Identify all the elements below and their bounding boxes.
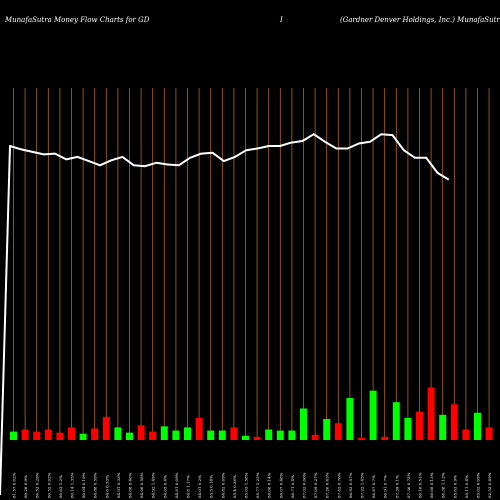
money-flow-bar xyxy=(346,398,354,440)
vertical-gridlines xyxy=(13,88,490,440)
money-flow-bar xyxy=(276,430,284,440)
money-flow-bar xyxy=(323,419,331,440)
money-flow-bar xyxy=(439,414,447,440)
x-tick-label: 84.06 0.58% xyxy=(139,472,144,498)
x-tick-label: 86.07 0.48% xyxy=(278,472,283,498)
money-flow-bar xyxy=(450,404,458,440)
money-flow-bar xyxy=(253,436,261,440)
x-tick-label: 86.71 0.4% xyxy=(290,475,295,498)
x-tick-label: 86.06 0.14% xyxy=(267,472,272,498)
money-flow-bar xyxy=(416,411,423,440)
x-tick-label: 84.6 0.53% xyxy=(104,475,109,498)
money-flow-bar xyxy=(242,435,249,440)
x-tick-label: 87.26 0.45% xyxy=(325,472,330,498)
x-tick-label: 87.22 1.45% xyxy=(360,472,365,498)
x-tick-label: 84.05 0.4% xyxy=(162,475,167,498)
money-flow-bar xyxy=(91,428,99,440)
x-tick-label: 85.03 0.9% xyxy=(452,475,457,498)
money-flow-bar xyxy=(334,423,342,440)
money-flow-bar xyxy=(427,387,435,440)
money-flow-bar xyxy=(381,436,389,440)
x-tick-label: 80.04 0.19% xyxy=(81,472,86,498)
header-left-title: MunafaSutra Money Flow Charts for GD xyxy=(4,16,150,24)
x-tick-label: 87.82 0.76% xyxy=(336,472,341,498)
x-tick-label: 82.53 0.89% xyxy=(487,472,492,498)
price-line xyxy=(0,133,450,496)
money-flow-bar xyxy=(68,427,75,440)
x-tick-label: 84.01 0.2% xyxy=(197,475,202,498)
money-flow-bar xyxy=(172,430,180,440)
x-tick-label: 80.14 1.35% xyxy=(70,472,75,498)
x-tick-label: 86.16 0.51% xyxy=(418,472,423,498)
x-tick-label: 85.77 1.25% xyxy=(255,472,260,498)
money-flow-bar xyxy=(311,434,319,440)
x-tick-label: 80.63 1.2% xyxy=(58,475,63,498)
money-flow-bar xyxy=(137,425,145,440)
money-flow-bar xyxy=(300,408,307,440)
money-flow-bar xyxy=(79,433,87,440)
money-flow-bars xyxy=(10,387,493,440)
money-flow-bar xyxy=(33,431,41,440)
x-tick-label: 83.62 0.09% xyxy=(476,472,481,498)
money-flow-bar xyxy=(44,429,52,440)
money-flow-bar xyxy=(288,430,296,440)
x-tick-label: 87.09 0.27% xyxy=(313,472,318,498)
x-tick-label: 81.57 0.02% xyxy=(12,472,17,498)
money-flow-bar xyxy=(149,431,157,440)
money-flow-bar xyxy=(392,402,400,440)
money-flow-bar xyxy=(485,427,493,440)
x-tick-label: 80.52 0.02% xyxy=(46,472,51,498)
money-flow-bar xyxy=(404,417,412,440)
money-flow-bar xyxy=(102,416,110,440)
x-tick-label: 84.08 0.46% xyxy=(128,472,133,498)
x-tick-label: 87.02 0.06% xyxy=(302,472,307,498)
header-right-title: (Gardner Denver Holdings, Inc.) MunafaSu… xyxy=(340,16,500,24)
money-flow-bar xyxy=(195,417,203,440)
x-tick-label: 84.91 0.33% xyxy=(116,472,121,498)
x-tick-label: 86.08 0.13% xyxy=(429,472,434,498)
money-flow-bar xyxy=(56,432,64,440)
money-flow-bar xyxy=(21,429,29,440)
x-tick-label: 85.4 0.36% xyxy=(232,475,237,498)
money-flow-bar xyxy=(462,429,470,440)
money-flow-bar xyxy=(265,429,273,440)
money-flow-bar xyxy=(126,432,133,440)
x-tick-label: 87.36 0.73% xyxy=(406,472,411,498)
x-tick-label: 80.28 0.9% xyxy=(23,475,28,498)
money-flow-bar xyxy=(474,412,481,440)
x-tick-label: 87.39 0.1% xyxy=(394,475,399,498)
x-tick-label: 84.88 0.59% xyxy=(93,472,98,498)
money-flow-bar xyxy=(218,430,226,440)
money-flow-bar xyxy=(358,437,365,440)
x-tick-label: 86.93 0.57% xyxy=(348,472,353,498)
x-tick-label: 86.91 0.7% xyxy=(383,475,388,498)
money-flow-bar xyxy=(114,427,122,440)
x-tick-labels: 81.57 0.02% 80.28 0.9% 80.53 0.29% 80.52 0.… xyxy=(12,472,493,498)
money-flow-bar xyxy=(10,431,17,440)
money-flow-bar xyxy=(184,427,191,440)
money-flow-bar xyxy=(160,426,168,440)
x-tick-label: 84.92 1.49% xyxy=(151,472,156,498)
x-tick-label: 84.82 0.69% xyxy=(220,472,225,498)
header-middle-mark: I xyxy=(279,16,283,24)
money-flow-bar xyxy=(369,390,377,440)
x-tick-label: 85.02 1.58% xyxy=(244,472,249,498)
money-flow-bar xyxy=(207,430,215,440)
x-tick-label: 86.38 1.12% xyxy=(441,472,446,498)
x-tick-label: 86.87 0.7% xyxy=(371,475,376,498)
money-flow-bar xyxy=(230,427,238,440)
x-tick-label: 84.81 0.09% xyxy=(174,472,179,498)
x-tick-label: 85.11 0.4% xyxy=(464,475,469,498)
price-line-group xyxy=(0,133,450,496)
x-tick-label: 84.8 1.17% xyxy=(186,475,191,498)
x-tick-label: 80.53 0.29% xyxy=(35,472,40,498)
x-tick-label: 83.5 0.14% xyxy=(209,475,214,498)
